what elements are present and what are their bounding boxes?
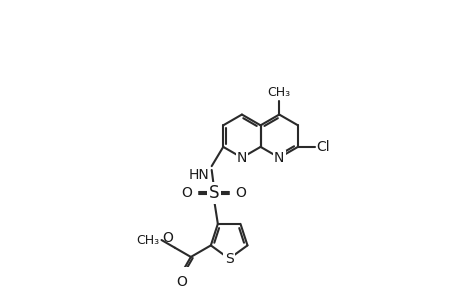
Text: CH₃: CH₃ [267, 86, 290, 99]
Text: S: S [224, 252, 233, 266]
Text: O: O [235, 186, 246, 200]
Text: O: O [176, 275, 187, 289]
Text: O: O [181, 186, 192, 200]
Text: CH₃: CH₃ [136, 233, 159, 247]
Text: N: N [236, 151, 246, 165]
Text: HN: HN [188, 168, 209, 182]
Text: O: O [162, 231, 173, 245]
Text: N: N [274, 151, 284, 165]
Text: Cl: Cl [316, 140, 329, 154]
Text: S: S [208, 184, 219, 202]
